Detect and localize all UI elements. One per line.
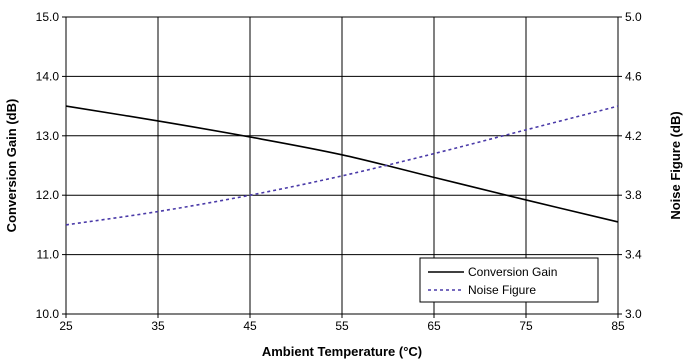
noise-figure-line (65, 105, 619, 226)
y-tick-labels: 10.0 11.0 12.0 13.0 14.0 15.0 (36, 10, 66, 321)
y2-axis-title: Noise Figure (dB) (668, 111, 683, 219)
y2-tick-label: 4.2 (625, 129, 642, 143)
y2-tick-label: 5.0 (625, 10, 642, 24)
x-tick-label: 65 (427, 319, 441, 333)
y-tick-label: 12.0 (36, 188, 60, 202)
legend-box (419, 257, 599, 303)
x-tick-label: 85 (611, 319, 625, 333)
y2-tick-labels: 3.0 3.4 3.8 4.2 4.6 5.0 (618, 10, 642, 321)
y-tick-label: 11.0 (37, 248, 60, 262)
x-tick-label: 55 (335, 319, 349, 333)
x-tick-label: 45 (243, 319, 257, 333)
x-tick-label: 35 (151, 319, 165, 333)
y2-tick-label: 4.6 (625, 69, 642, 83)
y-tick-label: 15.0 (36, 10, 60, 24)
y-tick-label: 10.0 (36, 307, 60, 321)
legend-label-conversion-gain: Conversion Gain (468, 265, 557, 279)
x-axis-title: Ambient Temperature (°C) (262, 344, 422, 359)
x-tick-label: 75 (519, 319, 533, 333)
x-tick-label: 25 (59, 319, 73, 333)
legend-label-noise-figure: Noise Figure (468, 283, 536, 297)
y-tick-label: 14.0 (36, 69, 60, 83)
x-tick-labels: 25 35 45 55 65 75 85 (59, 314, 625, 333)
y2-tick-label: 3.0 (625, 307, 642, 321)
conversion-gain-line (65, 105, 619, 223)
series-layer (65, 105, 619, 226)
y2-tick-label: 3.4 (625, 248, 642, 262)
legend: Conversion Gain Noise Figure (419, 257, 599, 303)
y2-tick-label: 3.8 (625, 188, 642, 202)
y-tick-label: 13.0 (36, 129, 60, 143)
y-axis-title: Conversion Gain (dB) (4, 99, 19, 233)
